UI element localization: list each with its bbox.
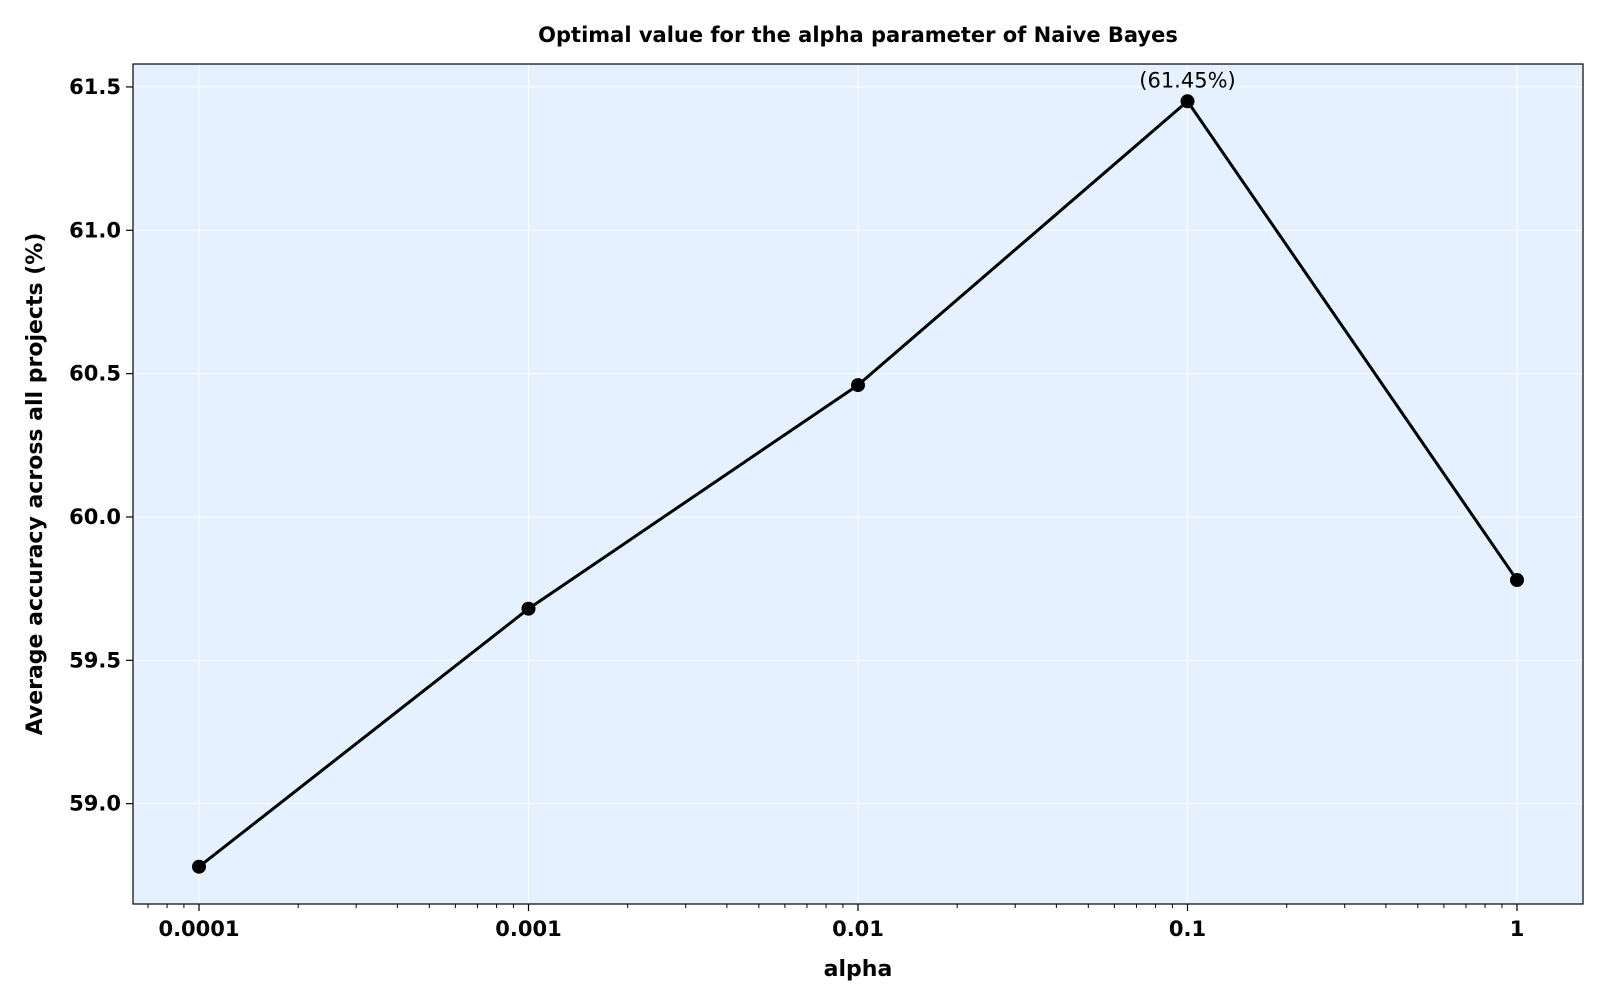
- x-tick-label: 0.01: [832, 917, 884, 941]
- y-tick-label: 60.5: [69, 362, 121, 386]
- y-tick-label: 61.5: [69, 75, 121, 99]
- data-point: [521, 601, 536, 616]
- y-tick-label: 60.0: [69, 505, 121, 529]
- grid: [133, 64, 1583, 904]
- x-axis-label: alpha: [824, 957, 893, 982]
- x-tick-label: 0.001: [495, 917, 561, 941]
- data-point: [851, 378, 865, 393]
- x-tick-label: 1: [1510, 917, 1525, 941]
- data-point: [192, 859, 206, 874]
- y-tick-label: 61.0: [69, 218, 121, 242]
- y-axis-label: Average accuracy across all projects (%): [23, 233, 48, 736]
- data-points: [192, 94, 1524, 874]
- y-axis-ticks: 59.0 59.5 60.0 60.5 61.0 61.5: [69, 75, 133, 816]
- y-tick-label: 59.5: [69, 648, 121, 672]
- chart-title: Optimal value for the alpha parameter of…: [538, 23, 1178, 47]
- data-label: (61.45%): [1139, 68, 1235, 92]
- data-point: [1180, 94, 1195, 109]
- y-tick-label: 59.0: [69, 792, 121, 816]
- data-point: [1510, 573, 1524, 588]
- plot-frame: [132, 63, 1584, 905]
- x-tick-label: 0.1: [1169, 917, 1206, 941]
- x-tick-label: 0.0001: [158, 917, 239, 941]
- x-axis-ticks: 0.0001 0.001 0.01 0.1 1: [147, 904, 1525, 941]
- annotations: (61.45%): [1139, 68, 1235, 92]
